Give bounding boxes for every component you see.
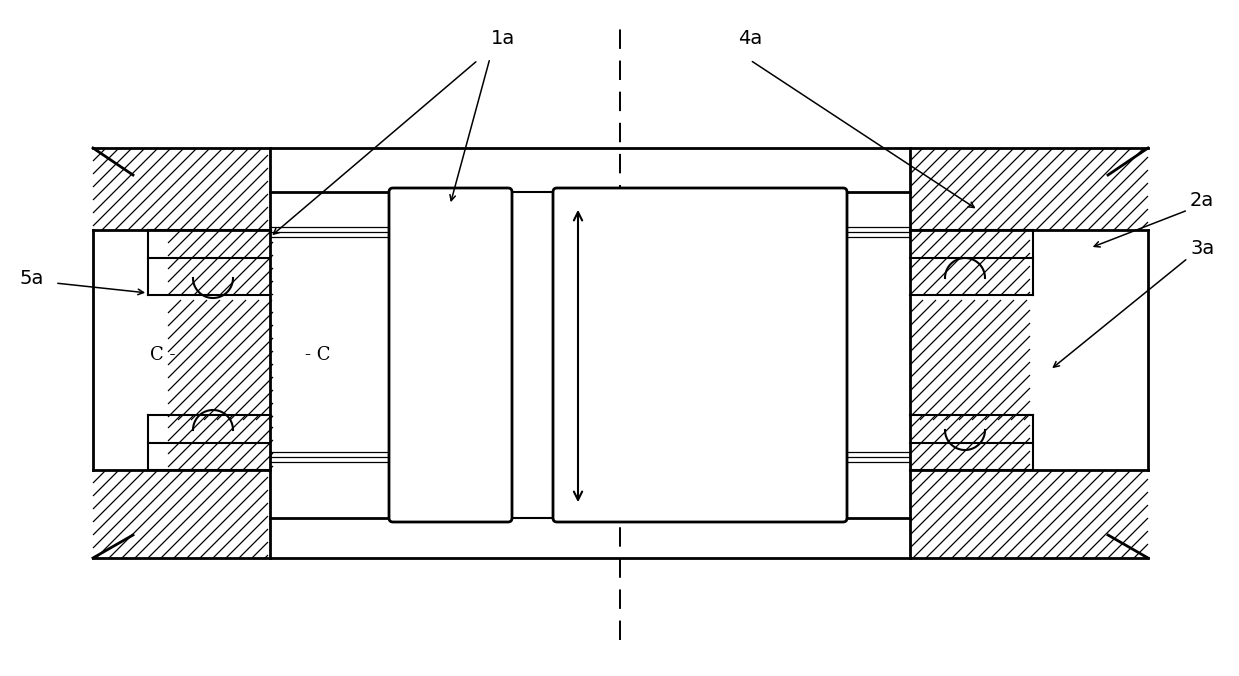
Text: 3a: 3a (1189, 239, 1214, 258)
Text: 1a: 1a (491, 28, 515, 47)
FancyBboxPatch shape (389, 188, 512, 522)
Text: C -: C - (150, 346, 176, 364)
Text: 4a: 4a (738, 28, 762, 47)
FancyBboxPatch shape (553, 188, 847, 522)
Text: 2a: 2a (1189, 191, 1214, 210)
Text: 5a: 5a (20, 268, 45, 287)
Text: - C: - C (305, 346, 331, 364)
